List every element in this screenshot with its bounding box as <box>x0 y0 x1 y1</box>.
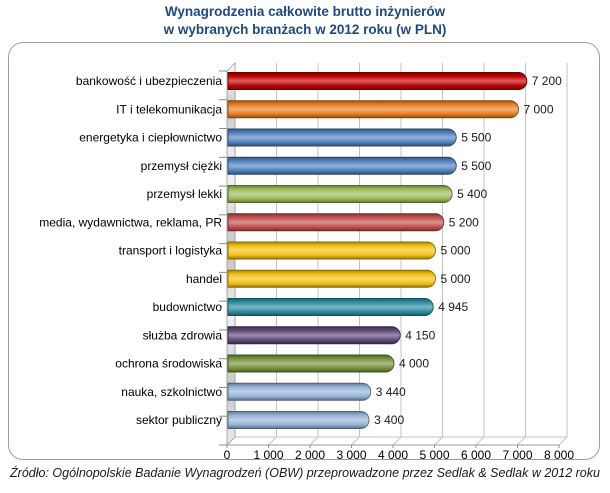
bar <box>227 382 372 401</box>
value-label: 5 500 <box>461 159 491 173</box>
x-axis-tick-label: 5 000 <box>419 448 449 459</box>
category-label: budownictwo <box>153 300 223 314</box>
x-axis-tick-label: 1 000 <box>253 448 283 459</box>
x-axis-tick-label: 6 000 <box>461 448 491 459</box>
chart-title: Wynagrodzenia całkowite brutto inżynieró… <box>0 3 610 39</box>
value-label: 3 440 <box>376 385 406 399</box>
category-label: IT i telekomunikacja <box>116 102 222 116</box>
category-label: energetyka i ciepłownictwo <box>79 131 222 145</box>
gridline-floor-jog <box>392 436 402 446</box>
gridline-floor-jog <box>309 436 319 446</box>
gridline-floor-jog <box>558 436 568 446</box>
gridline-floor-jog <box>517 436 526 446</box>
bar <box>227 354 395 373</box>
category-label: media, wydawnictwa, reklama, PR <box>39 215 222 229</box>
value-label: 4 000 <box>399 357 429 371</box>
x-axis-tick-label: 3 000 <box>336 448 366 459</box>
bar <box>227 269 436 288</box>
category-label: ochrona środowiska <box>115 357 222 371</box>
bar <box>227 326 401 345</box>
chart-title-line2: w wybranych branżach w 2012 roku (w PLN) <box>163 22 447 37</box>
value-label: 5 400 <box>457 187 487 201</box>
source-caption: Źródło: Ogólnopolskie Badanie Wynagrodze… <box>10 466 600 480</box>
value-label: 5 200 <box>449 215 479 229</box>
category-label: bankowość i ubezpieczenia <box>76 74 222 88</box>
category-label: nauka, szkolnictwo <box>121 385 222 399</box>
bar <box>227 298 434 316</box>
category-label: przemysł ciężki <box>141 159 222 173</box>
x-axis-tick-label: 4 000 <box>378 448 408 459</box>
bar-chart: 7 200 bankowość i ubezpieczenia 7 000 IT i … <box>39 62 574 459</box>
chart-plot-frame: 7 200 bankowość i ubezpieczenia 7 000 IT i … <box>8 42 600 460</box>
category-label: przemysł lekki <box>147 187 222 201</box>
bar <box>227 128 457 147</box>
value-label: 5 000 <box>441 272 471 286</box>
value-label: 5 500 <box>461 131 491 145</box>
x-axis-tick-label: 7 000 <box>502 448 532 459</box>
bar <box>227 241 436 260</box>
category-label: transport i logistyka <box>119 244 223 258</box>
value-label: 4 945 <box>438 300 468 314</box>
bar <box>227 213 445 232</box>
value-label: 5 000 <box>441 244 471 258</box>
category-label: sektor publiczny <box>136 413 222 427</box>
bar <box>227 100 519 119</box>
gridline-floor-jog <box>434 436 443 446</box>
gridline-floor-jog <box>475 436 485 446</box>
chart-title-line1: Wynagrodzenia całkowite brutto inżynieró… <box>164 4 446 19</box>
x-axis-tick-label: 2 000 <box>295 448 325 459</box>
category-label: handel <box>186 272 222 286</box>
category-label: służba zdrowia <box>143 328 223 342</box>
value-label: 7 000 <box>524 102 554 116</box>
value-label: 4 150 <box>405 328 435 342</box>
bar <box>227 185 453 203</box>
gridline-floor-jog <box>351 436 360 446</box>
bar <box>227 72 528 90</box>
gridline-floor-jog <box>268 436 277 446</box>
value-label: 7 200 <box>532 74 562 88</box>
x-axis-tick-label: 0 <box>224 448 231 459</box>
bar <box>227 156 457 175</box>
bar <box>227 411 370 429</box>
value-label: 3 400 <box>374 413 404 427</box>
x-axis-tick-label: 8 000 <box>544 448 574 459</box>
